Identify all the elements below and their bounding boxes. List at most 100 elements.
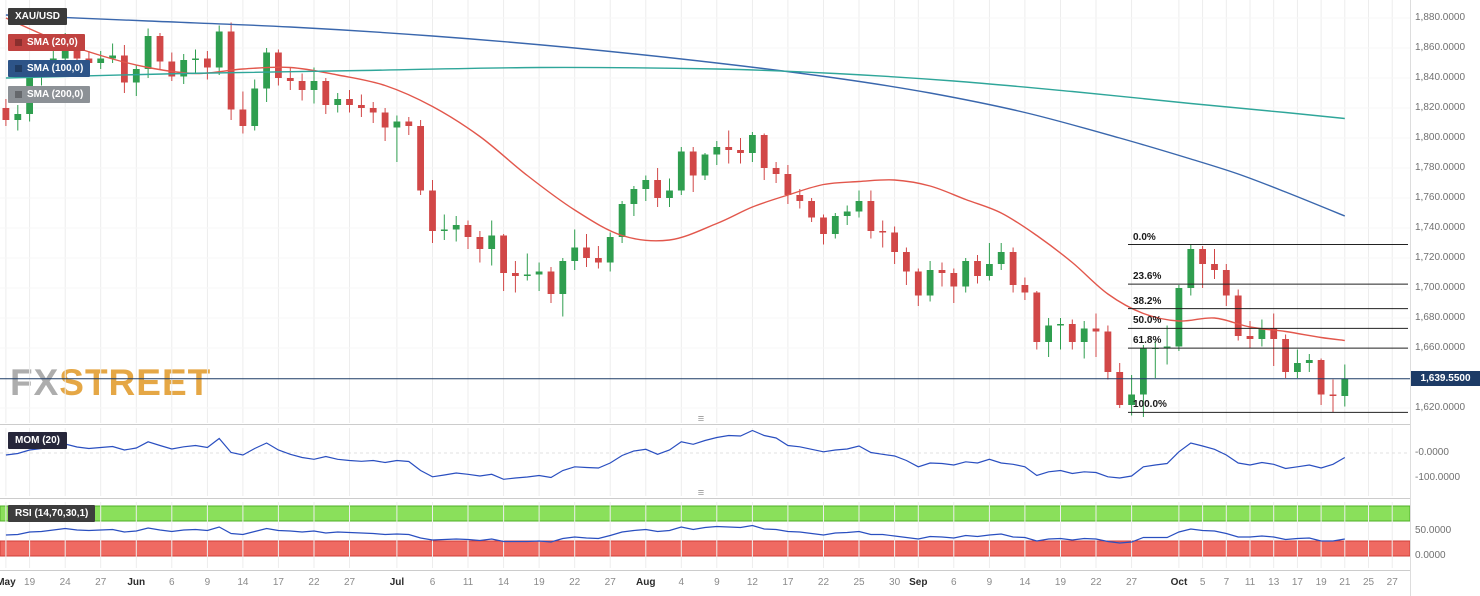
candle-body xyxy=(808,201,815,218)
price-axis-label: 1,800.0000 xyxy=(1415,132,1466,143)
panel-resize-handle-icon[interactable]: ≡ xyxy=(697,413,705,425)
candle-body xyxy=(144,36,152,69)
rsi-axis-label: 0.0000 xyxy=(1415,550,1446,561)
candle-body xyxy=(772,168,780,174)
horizontal-gridlines xyxy=(0,17,1410,409)
fib-retracement-lines[interactable] xyxy=(1128,244,1408,413)
watermark-street: STREET xyxy=(59,362,212,403)
time-axis[interactable]: May 19 24 27 Jun 6 9 14 17 22 27 Jul 6 11 14 19 22 27 Aug 4… xyxy=(0,572,1410,596)
candle-body xyxy=(1294,363,1301,372)
candle-body xyxy=(1329,394,1337,396)
candle-body xyxy=(547,271,555,294)
watermark-fx: FX xyxy=(10,362,60,403)
vertical-gridlines xyxy=(5,428,1393,496)
candle-body xyxy=(855,201,863,212)
candle-body xyxy=(204,58,211,68)
x-axis-day-label: 27 xyxy=(95,577,107,588)
x-axis-month-label: May xyxy=(0,577,16,588)
momentum-indicator-badge[interactable]: MOM (20) xyxy=(8,432,67,449)
candle-body xyxy=(512,273,519,276)
x-axis-day-label: 9 xyxy=(204,577,211,588)
candle-body xyxy=(1140,348,1147,395)
fib-level-label: 23.6% xyxy=(1133,271,1162,283)
candle-body xyxy=(286,78,294,81)
candle-body xyxy=(559,261,567,294)
fib-level-label: 50.0% xyxy=(1133,315,1162,327)
price-axis-label: 1,840.0000 xyxy=(1415,72,1466,83)
candle-body xyxy=(1211,264,1218,270)
candle-body xyxy=(642,180,650,189)
x-axis-day-label: 9 xyxy=(714,577,720,588)
candle-body xyxy=(109,55,116,59)
candle-body xyxy=(1246,336,1254,339)
candles xyxy=(2,22,1349,417)
x-axis-day-label: 22 xyxy=(1090,577,1102,588)
fib-level-label: 0.0% xyxy=(1133,231,1156,243)
candle-body xyxy=(974,261,981,276)
candle-body xyxy=(156,36,164,62)
x-axis-day-label: 27 xyxy=(1125,577,1138,588)
x-axis-day-label: 19 xyxy=(1054,577,1067,588)
price-axis[interactable]: 1,639.5500 1,880.0000 1,860.0000 1,840.000… xyxy=(1410,0,1480,596)
candle-body xyxy=(14,114,22,120)
mom-line xyxy=(5,429,1346,480)
symbol-badge[interactable]: XAU/USD xyxy=(8,8,68,25)
candle-body xyxy=(903,252,910,272)
last-price-tag: 1,639.5500 xyxy=(1411,370,1480,386)
candle-body xyxy=(654,180,661,198)
panel-resize-handle-icon[interactable]: ≡ xyxy=(697,487,705,499)
candle-body xyxy=(251,88,259,126)
rsi-chart-canvas[interactable] xyxy=(0,502,1410,568)
momentum-chart-canvas[interactable] xyxy=(0,428,1410,496)
candle-body xyxy=(618,204,626,237)
candle-body xyxy=(950,273,958,287)
overlay-badge-sma-1[interactable]: SMA (100,0) xyxy=(8,60,91,77)
x-axis-day-label: 27 xyxy=(343,577,356,588)
x-axis-day-label: 25 xyxy=(853,577,865,588)
x-axis-month-label: Sep xyxy=(909,577,928,588)
candle-body xyxy=(820,217,827,234)
candle-body xyxy=(891,232,898,252)
candle-body xyxy=(666,190,673,198)
candle-body xyxy=(1175,288,1183,347)
x-axis-day-label: 5 xyxy=(1199,577,1206,588)
candle-body xyxy=(689,151,697,176)
overlay-badge-sma-2[interactable]: SMA (200,0) xyxy=(8,86,91,103)
candle-body xyxy=(1187,249,1195,288)
rsi-badge-label: RSI (14,70,30,1) xyxy=(15,508,89,519)
price-axis-label: 1,700.0000 xyxy=(1415,282,1466,293)
x-axis-day-label: 4 xyxy=(678,577,685,588)
panel-divider xyxy=(0,570,1410,571)
mom-axis-label: -0.0000 xyxy=(1415,447,1449,458)
rsi-indicator-badge[interactable]: RSI (14,70,30,1) xyxy=(8,505,96,522)
x-axis-day-label: 12 xyxy=(746,577,758,588)
x-axis-day-label: 30 xyxy=(889,577,901,588)
x-axis-day-label: 11 xyxy=(1244,577,1256,588)
vertical-gridlines xyxy=(5,502,1393,568)
vertical-gridlines xyxy=(5,0,1393,423)
x-axis-day-label: 17 xyxy=(272,577,284,588)
fib-level-label: 61.8% xyxy=(1133,335,1162,347)
price-axis-label: 1,820.0000 xyxy=(1415,102,1466,113)
candle-body xyxy=(1341,378,1349,396)
x-axis-day-label: 6 xyxy=(169,577,175,588)
candle-body xyxy=(1128,394,1135,405)
x-axis-day-label: 19 xyxy=(533,577,545,588)
candle-body xyxy=(180,60,188,77)
candle-body xyxy=(843,211,851,216)
overlay-badge-sma-0[interactable]: SMA (20,0) xyxy=(8,34,85,51)
rsi-axis-label: 50.0000 xyxy=(1415,525,1452,536)
candle-body xyxy=(310,81,318,90)
candle-body xyxy=(476,237,484,249)
x-axis-day-label: 6 xyxy=(429,577,436,588)
candle-body xyxy=(452,225,460,230)
candle-body xyxy=(1222,270,1230,296)
candle-body xyxy=(784,174,792,195)
candle-body xyxy=(358,105,365,108)
candle-body xyxy=(630,189,638,204)
x-axis-day-label: 22 xyxy=(308,577,320,588)
candle-body xyxy=(1009,252,1017,285)
candle-body xyxy=(523,274,531,276)
price-chart-canvas[interactable] xyxy=(0,0,1410,423)
candle-body xyxy=(1282,339,1289,372)
